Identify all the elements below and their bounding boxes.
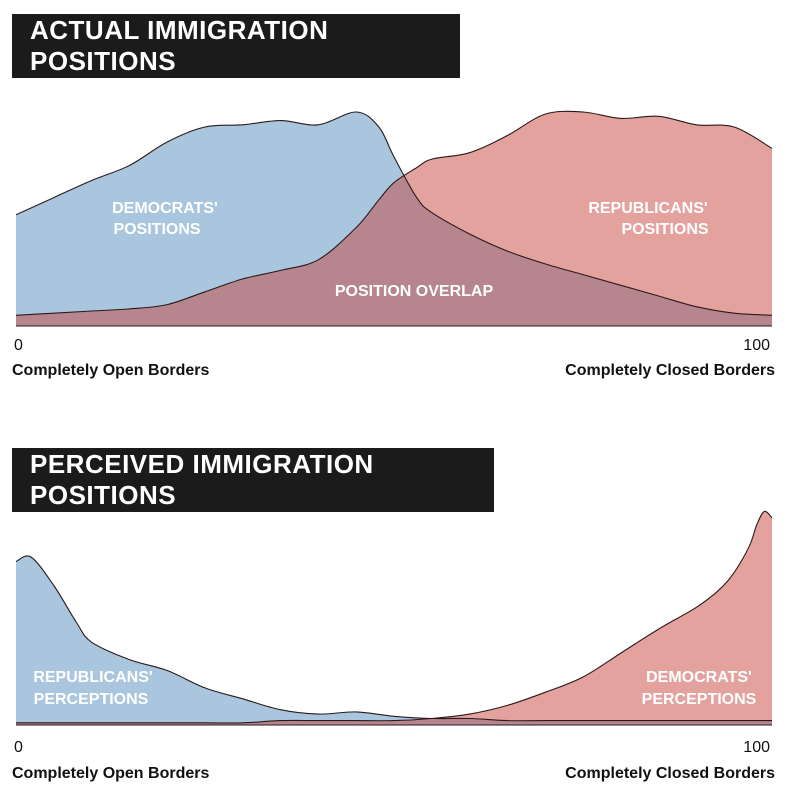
- chart2-tick-0: 0: [14, 739, 23, 756]
- outline-republicans-positions: [15, 110, 773, 316]
- dem-positions-label-line2: POSITIONS: [113, 221, 200, 238]
- chart2-tick-100: 100: [743, 739, 770, 756]
- dem-perceptions-label-line2: PERCEPTIONS: [642, 691, 757, 708]
- chart1-tick-0: 0: [14, 337, 23, 354]
- rep-perceptions-label-line2: PERCEPTIONS: [34, 691, 149, 708]
- rep-positions-label-line2: POSITIONS: [621, 221, 708, 238]
- chart-title-actual: ACTUAL IMMIGRATION POSITIONS: [12, 14, 460, 78]
- area-republicans-perceptions: [16, 555, 772, 725]
- dem-perceptions-label-line1: DEMOCRATS': [646, 669, 752, 686]
- chart-title-perceived: PERCEIVED IMMIGRATION POSITIONS: [12, 448, 494, 512]
- overlap-label: POSITION OVERLAP: [335, 283, 494, 300]
- rep-positions-label-line1: REPUBLICANS': [588, 200, 707, 217]
- chart1-tick-100: 100: [743, 337, 770, 354]
- chart2-left-axis-label: Completely Open Borders: [12, 765, 209, 782]
- dem-positions-label-line1: DEMOCRATS': [112, 200, 218, 217]
- outline-democrats-positions: [15, 111, 773, 316]
- chart-actual-areas: [15, 110, 773, 327]
- outline-democrats-perceptions: [15, 510, 773, 724]
- area-democrats-perceptions: [16, 511, 772, 725]
- chart1-left-axis-label: Completely Open Borders: [12, 362, 209, 379]
- chart1-right-axis-label: Completely Closed Borders: [565, 362, 775, 379]
- chart-perceived-areas: [15, 510, 773, 726]
- rep-perceptions-label-line1: REPUBLICANS': [33, 669, 152, 686]
- chart2-right-axis-label: Completely Closed Borders: [565, 765, 775, 782]
